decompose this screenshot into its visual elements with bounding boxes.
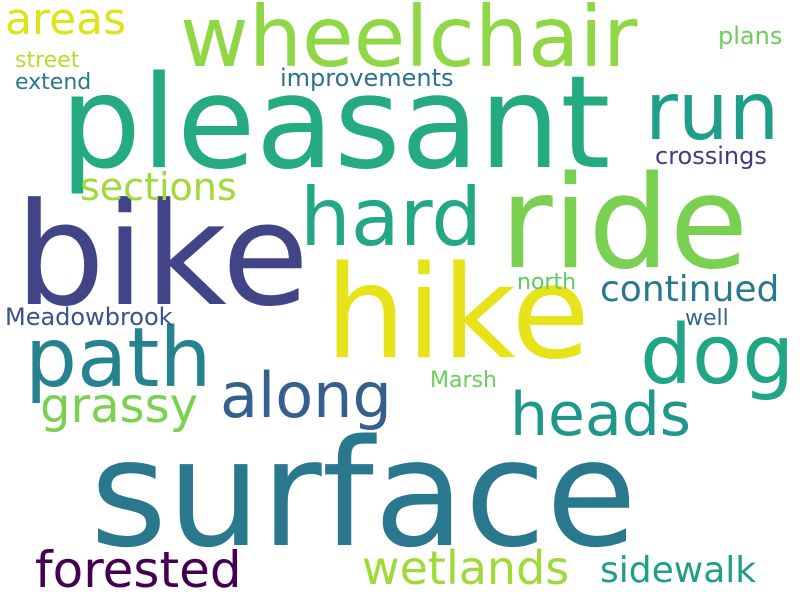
word-grassy: grassy xyxy=(40,378,199,434)
word-dog: dog xyxy=(640,308,795,403)
word-plans: plans xyxy=(718,22,783,50)
word-north: north xyxy=(517,270,577,295)
word-hike: hike xyxy=(325,239,590,388)
word-surface: surface xyxy=(90,408,637,580)
word-marsh: Marsh xyxy=(430,368,497,393)
word-extend: extend xyxy=(15,70,92,95)
word-well: well xyxy=(685,306,729,331)
word-wetlands: wetlands xyxy=(362,541,570,595)
word-pleasant: pleasant xyxy=(60,49,611,198)
word-path: path xyxy=(25,311,212,406)
word-areas: areas xyxy=(5,0,127,45)
word-sections: sections xyxy=(80,165,237,209)
word-crossings: crossings xyxy=(655,142,767,170)
word-sidewalk: sidewalk xyxy=(600,550,757,591)
word-hard: hard xyxy=(300,171,482,264)
word-along: along xyxy=(220,359,392,432)
word-continued: continued xyxy=(600,269,780,310)
word-ride: ride xyxy=(500,149,749,298)
word-wheelchair: wheelchair xyxy=(180,0,638,86)
word-improvements: improvements xyxy=(280,64,454,92)
word-run: run xyxy=(645,65,780,158)
word-forested: forested xyxy=(35,541,242,599)
word-heads: heads xyxy=(510,380,692,450)
word-bike: bike xyxy=(15,173,310,338)
word-meadowbrook: Meadowbrook xyxy=(5,303,173,331)
word-street: street xyxy=(15,48,80,73)
